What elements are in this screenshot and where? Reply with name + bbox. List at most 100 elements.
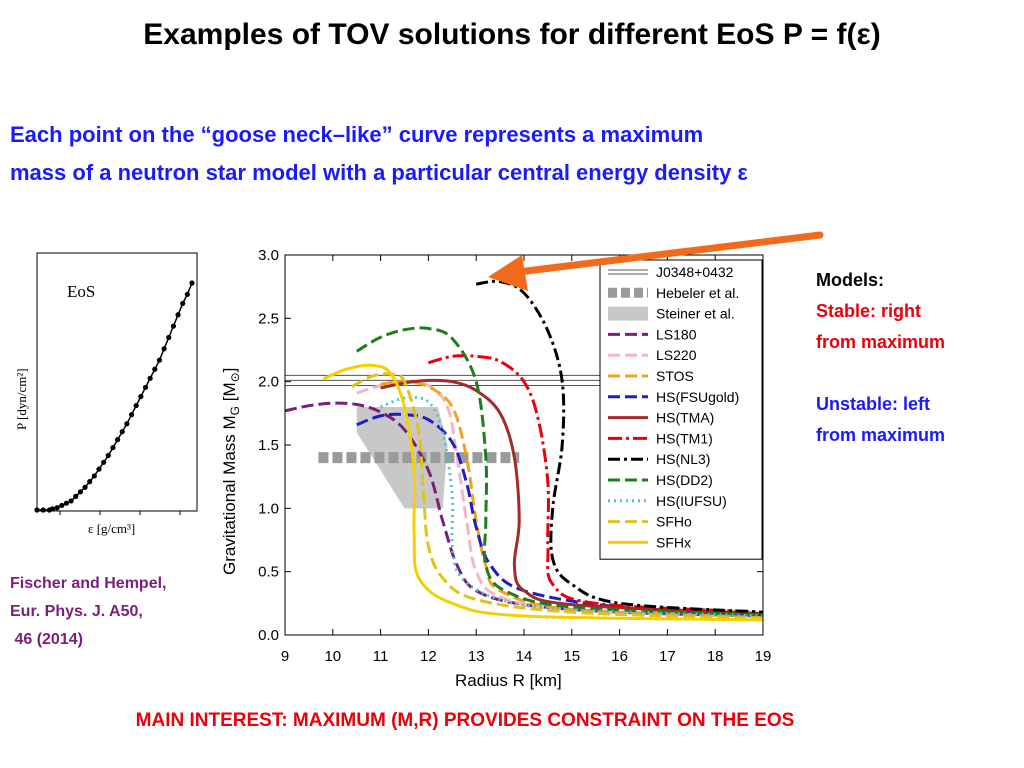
x-tick-label: 17 <box>659 648 676 665</box>
unstable-line-2: from maximum <box>816 425 946 445</box>
eos-point <box>54 505 60 511</box>
legend-label: HS(FSUgold) <box>656 389 739 405</box>
eos-point <box>142 384 149 391</box>
x-tick-label: 13 <box>468 648 485 665</box>
eos-point <box>40 507 46 513</box>
eos-point <box>133 402 139 409</box>
eos-inset-chart: EoS P [dyn/cm²] ε [g/cm³] <box>14 252 198 536</box>
eos-point <box>175 312 181 318</box>
eos-point <box>184 291 190 297</box>
eos-point <box>189 280 195 286</box>
series-line-sfho <box>351 372 764 620</box>
mr-ylabel-unit: [M <box>220 382 239 406</box>
x-tick-label: 18 <box>707 648 724 665</box>
eos-point <box>170 323 176 329</box>
series-line-stos <box>380 380 764 618</box>
eos-point <box>147 375 153 381</box>
eos-point <box>180 300 186 307</box>
eos-point <box>119 429 125 435</box>
legend-swatch <box>608 306 648 321</box>
eos-point <box>138 393 144 400</box>
series-line-hs-dd2- <box>355 326 764 617</box>
citation: Fischer and Hempel, Eur. Phys. J. A50, 4… <box>10 575 167 648</box>
maximum-arrow <box>488 231 824 291</box>
slide-title: Examples of TOV solutions for different … <box>143 18 881 51</box>
mr-ylabel-end: ] <box>220 368 239 373</box>
x-tick-label: 10 <box>324 648 341 665</box>
x-tick-label: 12 <box>420 648 437 665</box>
legend-label: HS(IUFSU) <box>656 493 727 509</box>
legend-label: STOS <box>656 368 694 384</box>
x-tick-label: 19 <box>755 648 772 665</box>
y-tick-label: 0.5 <box>258 564 279 581</box>
series-line-hs-nl3- <box>475 279 764 614</box>
y-tick-label: 2.0 <box>258 374 279 391</box>
x-tick-label: 11 <box>373 648 389 665</box>
models-heading: Models: <box>816 270 885 290</box>
subtitle-line-1: Each point on the “goose neck–like” curv… <box>10 122 704 147</box>
inset-frame <box>36 252 198 512</box>
y-tick-label: 1.0 <box>258 500 279 517</box>
eos-point <box>161 346 167 352</box>
mr-ylabel-main: Gravitational Mass M <box>220 415 239 575</box>
eos-point <box>63 500 70 506</box>
eos-point <box>128 412 135 418</box>
series-line-ls180 <box>284 401 764 618</box>
legend-label: HS(TMA) <box>656 410 714 426</box>
eos-point <box>110 444 116 451</box>
eos-point <box>77 489 83 495</box>
eos-point <box>59 502 65 509</box>
mass-radius-chart: 9 10 11 12 13 14 15 16 17 18 19 0.0 0.5 1.0 1.5 2.0 2.5 3… <box>210 240 772 690</box>
eos-point <box>82 484 88 490</box>
x-tick-label: 16 <box>611 648 628 665</box>
unstable-line-1: Unstable: left <box>816 394 931 414</box>
eos-curve <box>37 282 193 511</box>
eos-point <box>87 479 93 485</box>
y-tick-label: 0.0 <box>258 627 279 644</box>
y-tick-label: 2.5 <box>258 310 279 327</box>
subtitle-line-2: mass of a neutron star model with a part… <box>10 160 748 185</box>
mr-ylabel: Gravitational Mass MG [M⊙] <box>220 368 242 575</box>
eos-point <box>73 493 79 499</box>
legend-label: Hebeler et al. <box>656 285 739 301</box>
legend-label: HS(TM1) <box>656 430 713 446</box>
series-line-hs-tm1- <box>427 354 764 614</box>
legend-label: LS220 <box>656 347 697 363</box>
legend-label: SFHx <box>656 534 691 550</box>
eos-point <box>96 466 102 472</box>
steiner-band <box>356 407 448 509</box>
y-tick-label: 1.5 <box>258 437 279 454</box>
mr-ylabel-sun: ⊙ <box>228 372 242 382</box>
legend-label: LS180 <box>656 326 697 342</box>
inset-eos-label: EoS <box>67 282 95 301</box>
legend-label: J0348+0432 <box>656 264 734 280</box>
legend-label: HS(DD2) <box>656 472 713 488</box>
eos-point <box>156 357 163 363</box>
series-line-hs-iufsu- <box>380 395 764 618</box>
bottom-note: MAIN INTEREST: MAXIMUM (M,R) PROVIDES CO… <box>135 710 795 731</box>
x-tick-label: 14 <box>516 648 533 665</box>
eos-point <box>124 421 130 427</box>
eos-point <box>34 507 40 513</box>
series-line-sfhx <box>322 363 764 622</box>
mr-xlabel: Radius R [km] <box>455 671 562 690</box>
eos-point <box>68 498 74 504</box>
legend-label: HS(NL3) <box>656 451 710 467</box>
eos-point <box>105 452 111 459</box>
eos-point <box>91 473 97 479</box>
eos-point <box>101 459 107 465</box>
x-tick-label: 15 <box>563 648 580 665</box>
y-tick-label: 3.0 <box>258 247 279 264</box>
stable-line-1: Stable: right <box>816 301 922 321</box>
legend-label: Steiner et al. <box>656 306 735 322</box>
inset-xlabel: ε [g/cm³] <box>88 521 135 536</box>
series-line-hs-tma- <box>380 378 764 615</box>
x-tick-label: 9 <box>281 648 289 665</box>
eos-point <box>115 437 121 443</box>
eos-point <box>166 334 172 341</box>
models-legend-text: Models: Stable: right from maximum Unsta… <box>816 265 945 451</box>
slide-subtitle: Each point on the “goose neck–like” curv… <box>10 116 1020 192</box>
legend-label: SFHo <box>656 514 692 530</box>
mr-ylabel-sub: G <box>228 406 242 415</box>
inset-ylabel: P [dyn/cm²] <box>14 368 29 430</box>
